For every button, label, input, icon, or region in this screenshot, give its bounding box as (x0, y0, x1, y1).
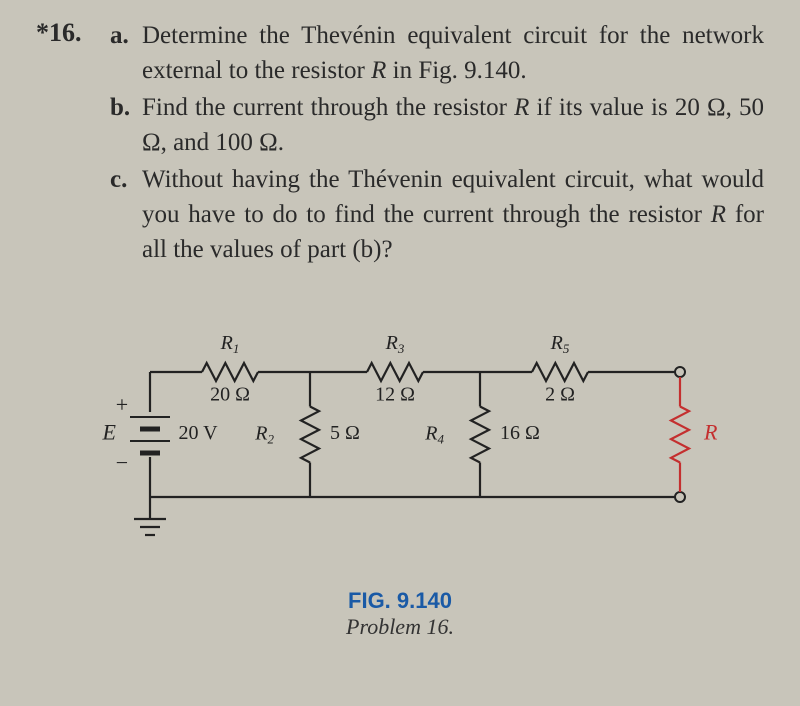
circuit-svg: + − R1 20 Ω R3 12 Ω R5 2 Ω R2 5 Ω R4 16 Ω E 20 V R (80, 297, 720, 577)
svg-text:R2: R2 (254, 422, 274, 446)
svg-text:20 V: 20 V (178, 422, 218, 444)
figure-caption: FIG. 9.140 Problem 16. (36, 588, 764, 640)
svg-text:12 Ω: 12 Ω (375, 384, 415, 406)
problem-block: *16. a. Determine the Thevénin equivalen… (36, 18, 764, 269)
part-a: a. Determine the Thevénin equivalent cir… (110, 18, 764, 88)
svg-text:2 Ω: 2 Ω (545, 384, 575, 406)
svg-text:E: E (102, 420, 117, 445)
problem-number: *16. (36, 18, 110, 48)
svg-text:20 Ω: 20 Ω (210, 384, 250, 406)
part-a-letter: a. (110, 18, 142, 88)
svg-text:R5: R5 (550, 332, 570, 356)
figure-subtitle: Problem 16. (36, 614, 764, 640)
svg-text:16 Ω: 16 Ω (500, 422, 540, 444)
svg-text:−: − (116, 450, 128, 475)
part-b-letter: b. (110, 90, 142, 160)
part-a-text: Determine the Thevénin equivalent circui… (142, 18, 764, 88)
part-c-letter: c. (110, 162, 142, 267)
svg-text:R4: R4 (424, 422, 444, 446)
circuit-figure: + − R1 20 Ω R3 12 Ω R5 2 Ω R2 5 Ω R4 16 Ω E 20 V R FIG… (36, 297, 764, 640)
part-b-text: Find the current through the resistor R … (142, 90, 764, 160)
svg-text:+: + (116, 392, 128, 417)
figure-label: FIG. 9.140 (36, 588, 764, 614)
svg-text:R1: R1 (220, 332, 240, 356)
part-c: c. Without having the Thévenin equivalen… (110, 162, 764, 267)
part-b: b. Find the current through the resistor… (110, 90, 764, 160)
svg-text:5 Ω: 5 Ω (330, 422, 360, 444)
svg-text:R3: R3 (385, 332, 405, 356)
parts-list: a. Determine the Thevénin equivalent cir… (110, 18, 764, 269)
part-c-text: Without having the Thévenin equivalent c… (142, 162, 764, 267)
svg-text:R: R (703, 420, 718, 445)
